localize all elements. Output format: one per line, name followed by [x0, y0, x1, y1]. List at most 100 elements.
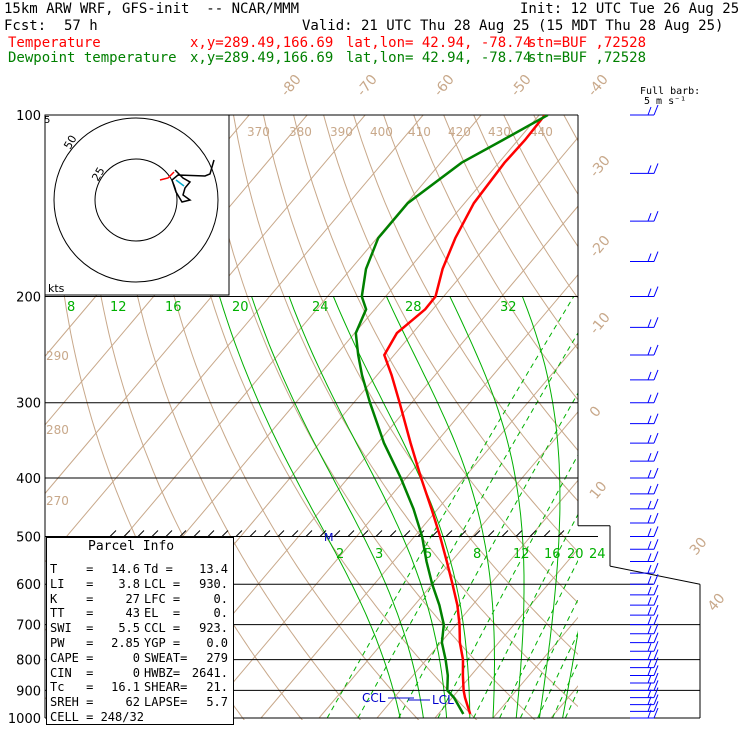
parcel-row-label: Tc = — [50, 680, 94, 695]
mixing-ratio-label: 12 — [110, 300, 127, 315]
wind-barb-flag — [653, 604, 659, 616]
pressure-tick-label: 900 — [16, 684, 41, 699]
parcel-row-label: K = — [50, 591, 94, 606]
isotherm-label: 30 — [687, 535, 711, 559]
wind-barb-flag — [653, 483, 659, 495]
mixing-ratio-label: 28 — [405, 300, 422, 315]
dry-adiabat-line — [684, 115, 740, 731]
mixing-ratio-label: 20 — [567, 547, 584, 562]
wind-barb-flag — [653, 210, 659, 222]
isotherm-line — [434, 548, 578, 719]
dry-adiabat-line — [624, 115, 740, 731]
pressure-tick-label: 300 — [16, 397, 41, 412]
dry-adiabat-line — [443, 115, 578, 350]
wind-barb-flag — [647, 586, 652, 596]
isotherm-label: -60 — [431, 72, 458, 100]
isotherm-line — [550, 685, 578, 719]
wind-barb-flag — [647, 606, 652, 616]
theta-label: 270 — [46, 494, 69, 508]
parcel-row-value: 0 — [132, 665, 140, 680]
parcel-row-label: CELL = 248/32 — [50, 710, 144, 724]
hodograph-units: kts — [48, 282, 65, 295]
mixing-ratio-label: 16 — [165, 300, 182, 315]
wind-barb-flag — [647, 564, 652, 574]
theta-label: 440 — [530, 125, 553, 139]
wind-barb-flag — [653, 632, 659, 643]
hatch-mark — [361, 530, 369, 537]
hatch-mark — [501, 530, 509, 537]
dry-adiabat-line — [654, 115, 740, 731]
mixing-ratio-line — [326, 296, 575, 719]
lcl-label: LCL — [432, 693, 454, 707]
isotherm-line — [260, 342, 578, 719]
dewpoint-legend-latlon: lat,lon= 42.94, -78.74 — [346, 50, 532, 66]
hatch-mark — [305, 530, 313, 537]
wind-barb-flag — [653, 623, 659, 634]
wind-barb-flag — [647, 553, 652, 562]
isotherm-label: -20 — [587, 233, 614, 261]
parcel-row-label: SREH = — [50, 695, 94, 710]
wind-barb-flag — [653, 614, 659, 625]
mixing-ratio-line — [437, 453, 578, 719]
isotherm-label: -80 — [278, 72, 305, 100]
wind-barb-flag — [647, 469, 652, 479]
parcel-row-label: Td = — [144, 562, 173, 576]
wind-barb-flag — [653, 584, 659, 596]
isotherm-label: -40 — [585, 72, 612, 100]
wind-barb-flag — [653, 649, 659, 660]
wind-barb-flag — [653, 694, 659, 705]
wind-barb-flag — [647, 514, 652, 524]
model-title: 15km ARW WRF, GFS-init -- NCAR/MMM — [4, 1, 300, 17]
parcel-row-label: SWI = — [50, 621, 94, 636]
hatch-mark — [179, 530, 187, 537]
mixing-ratio-label: 20 — [232, 300, 249, 315]
temperature-legend-station: stn=BUF ,72528 — [528, 35, 647, 51]
hatch-mark — [375, 530, 383, 537]
wind-barb-flag — [647, 667, 652, 676]
mixing-ratio-label: 5 — [424, 547, 432, 562]
mixing-ratio-label: 16 — [544, 547, 561, 562]
forecast-hour: 57 h — [64, 18, 98, 34]
parcel-row-value: 13.4 — [199, 562, 228, 576]
parcel-row-label: LFC = — [144, 591, 181, 606]
theta-label: 400 — [370, 125, 393, 139]
parcel-row-label: CAPE = — [50, 650, 94, 665]
wind-barb-flag — [647, 616, 652, 625]
parcel-row-label: LCL = — [144, 576, 181, 591]
wind-barb-flag — [653, 665, 659, 676]
isotherm-line — [318, 411, 578, 719]
isotherm-label: -10 — [587, 310, 614, 338]
hatch-mark — [235, 530, 243, 537]
wind-barb-flag — [647, 625, 652, 634]
isotherm-line — [609, 115, 740, 718]
isotherm-label: 40 — [705, 591, 729, 615]
theta-label: 390 — [330, 125, 353, 139]
isotherm-label: -50 — [508, 72, 535, 100]
hodograph-ring — [94, 158, 178, 242]
wind-barb-flag — [653, 344, 659, 356]
temperature-legend-xy: x,y=289.49,166.69 — [190, 35, 334, 51]
parcel-row-label: TT = — [50, 606, 94, 621]
dry-adiabat-line — [263, 115, 578, 656]
wind-barb-flag — [647, 643, 652, 652]
hatch-mark — [459, 530, 467, 537]
moist-adiabat-line — [288, 296, 448, 719]
wind-barb-flag — [653, 680, 659, 691]
isotherm-label: -70 — [354, 72, 381, 100]
dry-adiabat-line — [353, 115, 578, 502]
wind-barb-flag — [647, 709, 652, 719]
wind-barb-flag — [647, 528, 652, 537]
valid-time: Valid: 21 UTC Thu 28 Aug 25 (15 MDT Thu … — [302, 18, 724, 34]
moist-adiabat-line — [562, 630, 578, 719]
isotherm-line — [492, 616, 578, 719]
parcel-row-value: 27 — [125, 591, 140, 606]
hatch-mark — [249, 530, 257, 537]
parcel-row-label: LAPSE= — [144, 695, 188, 710]
mixing-ratio-line — [537, 631, 578, 719]
wind-barb-flag — [647, 288, 652, 297]
theta-label: 420 — [448, 125, 471, 139]
hodograph-inset: 25 50 kts 5 — [44, 114, 230, 296]
parcel-row-value: 5.7 — [206, 695, 228, 710]
dry-adiabat-line — [143, 115, 420, 720]
parcel-row-label: SWEAT= — [144, 650, 188, 665]
